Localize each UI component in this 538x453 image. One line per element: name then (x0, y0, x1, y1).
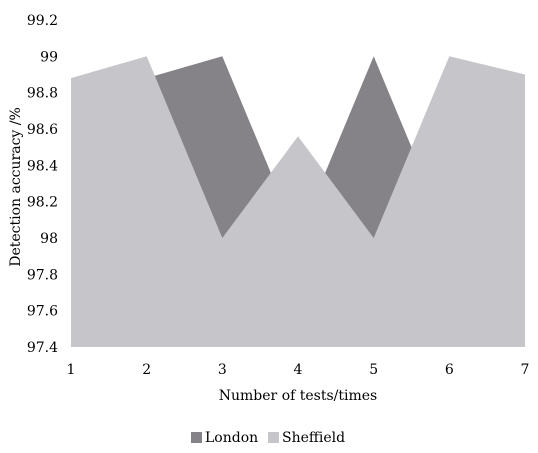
y-tick-label: 98.6 (27, 122, 58, 138)
y-tick-label: 98.4 (27, 158, 58, 174)
x-tick-label: 2 (142, 362, 151, 378)
x-axis: 1 2 3 4 5 6 7 (67, 362, 530, 378)
legend-swatch-london (191, 432, 202, 443)
y-tick-label: 99.2 (27, 13, 58, 29)
x-tick-label: 3 (218, 362, 227, 378)
series-area-sheffield (71, 56, 525, 348)
y-tick-label: 98.2 (27, 195, 58, 211)
y-tick-label: 97.6 (27, 304, 58, 320)
y-tick-label: 97.4 (27, 340, 58, 356)
plot-area (71, 56, 525, 348)
x-tick-label: 6 (445, 362, 454, 378)
legend-swatch-sheffield (268, 432, 279, 443)
x-tick-label: 5 (369, 362, 378, 378)
y-axis: 97.4 97.6 97.8 98 98.2 98.4 98.6 98.8 99 99.2 (27, 13, 58, 356)
y-axis-title: Detection accuracy /% (8, 107, 24, 267)
x-tick-label: 4 (294, 362, 303, 378)
legend: London Sheffield (191, 430, 345, 446)
y-tick-label: 98 (40, 231, 58, 247)
y-tick-label: 98.8 (27, 86, 58, 102)
legend-label-sheffield: Sheffield (282, 430, 345, 446)
x-axis-title: Number of tests/times (219, 388, 377, 404)
y-tick-label: 99 (40, 49, 58, 65)
legend-label-london: London (205, 430, 258, 446)
x-tick-label: 1 (67, 362, 76, 378)
y-tick-label: 97.8 (27, 267, 58, 283)
x-tick-label: 7 (521, 362, 530, 378)
